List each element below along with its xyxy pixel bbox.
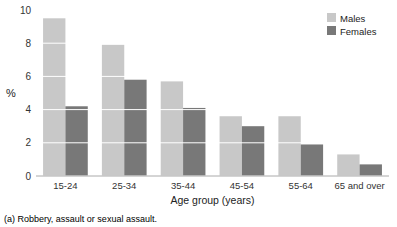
x-tick-label: 15-24 — [53, 180, 77, 191]
x-tick-label: 35-44 — [171, 180, 195, 191]
bar — [161, 81, 183, 176]
y-tick-label: 8 — [25, 38, 31, 49]
plot-area — [36, 10, 389, 176]
y-tick-label: 6 — [25, 71, 31, 82]
grid-line — [36, 176, 389, 177]
bar — [278, 116, 300, 176]
bar — [65, 106, 87, 176]
chart-container: 0 2 4 6 8 10% 15-24 25-34 35-44 45-54 55-64 65 and … — [0, 0, 397, 227]
legend-swatch — [327, 13, 336, 22]
bar-series — [65, 80, 382, 176]
x-axis-label: Age group (years) — [170, 194, 254, 206]
bar — [102, 45, 124, 176]
legend: Males Females — [327, 13, 377, 37]
x-tick-label: 25-34 — [112, 180, 136, 191]
bar — [124, 80, 146, 176]
bar — [43, 18, 65, 176]
y-axis: 0 2 4 6 8 10 — [20, 5, 32, 182]
y-tick-label: 0 — [25, 171, 31, 182]
bar-series — [43, 18, 360, 176]
x-axis-line — [36, 176, 389, 177]
chart-svg: 0 2 4 6 8 10% 15-24 25-34 35-44 45-54 55-64 65 and … — [0, 0, 397, 227]
x-tick-label: 65 and over — [334, 180, 384, 191]
grid-line — [36, 142, 389, 143]
footnote: (a) Robbery, assault or sexual assault. — [4, 214, 157, 224]
legend-label: Females — [340, 26, 377, 37]
grid — [36, 10, 389, 176]
bar — [220, 116, 242, 176]
x-tick-label: 55-64 — [289, 180, 313, 191]
grid-line — [36, 10, 389, 11]
bar — [360, 164, 382, 176]
y-axis-label: % — [6, 87, 16, 99]
y-tick-label: 10 — [20, 5, 32, 16]
bar — [337, 154, 359, 176]
bar — [301, 144, 323, 176]
y-tick-label: 4 — [25, 104, 31, 115]
grid-line — [36, 43, 389, 44]
x-axis: 15-24 25-34 35-44 45-54 55-64 65 and over — [53, 180, 384, 191]
y-tick-label: 2 — [25, 137, 31, 148]
grid-line — [36, 109, 389, 110]
bar — [242, 126, 264, 176]
bar — [183, 108, 205, 176]
legend-swatch — [327, 26, 336, 35]
x-tick-label: 45-54 — [230, 180, 254, 191]
grid-line — [36, 76, 389, 77]
legend-label: Males — [340, 13, 366, 24]
